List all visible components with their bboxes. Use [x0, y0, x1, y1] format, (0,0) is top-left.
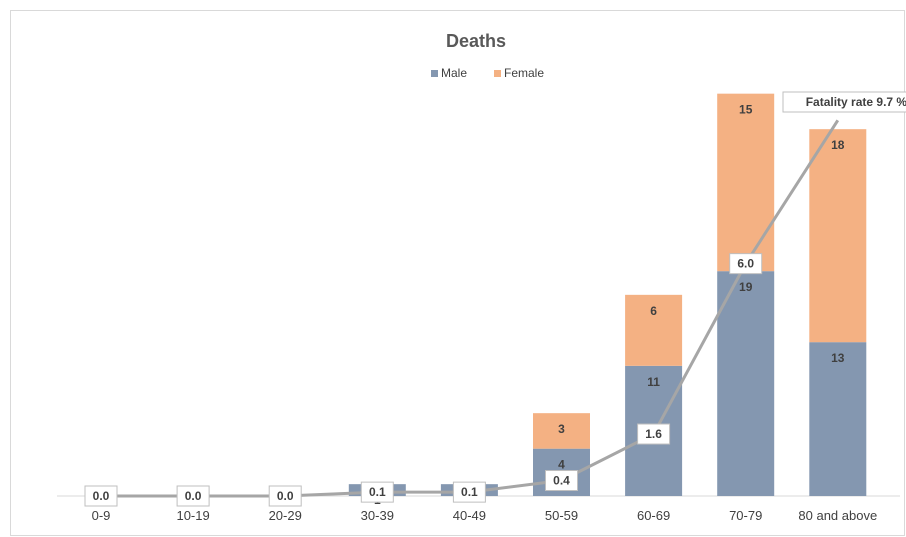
bar-labels-group: 14311619151318: [374, 103, 845, 507]
bar-label-female-80-and-above: 18: [831, 138, 845, 152]
legend-label-female: Female: [504, 66, 544, 80]
fatality-rate-label-text: 0.1: [369, 485, 386, 499]
x-tick-20-29: 20-29: [269, 508, 302, 523]
legend-label-male: Male: [441, 66, 467, 80]
fatality-rate-label-box: [729, 253, 763, 275]
fatality-rate-label-0-9: 0.0: [84, 485, 118, 507]
fatality-rate-label-box: [360, 481, 394, 503]
legend: Male Female: [431, 66, 544, 80]
x-tick-70-79: 70-79: [729, 508, 762, 523]
bar-label-male-60-69: 11: [647, 375, 660, 389]
fatality-rate-label-20-29: 0.0: [268, 485, 302, 507]
bar-female-60-69: [625, 294, 683, 366]
fatality-rate-label-box: [782, 91, 906, 113]
x-tick-10-19: 10-19: [176, 508, 209, 523]
bar-label-female-70-79: 15: [739, 103, 753, 117]
bar-female-80-and-above: [809, 129, 867, 343]
chart-border: [10, 10, 905, 536]
x-tick-labels-group: 0-9 10-19 20-29 30-39 40-49 50-59 60-69 70-79 80…: [92, 508, 878, 523]
x-tick-50-59: 50-59: [545, 508, 578, 523]
bar-female-70-79: [717, 93, 775, 272]
fatality-rate-label-text: Fatality rate 9.7 %: [806, 95, 906, 109]
fatality-rate-label-50-59: 0.4: [545, 470, 578, 492]
fatality-rate-label-box: [545, 470, 578, 492]
fatality-rate-label-40-49: 0.1: [452, 481, 486, 503]
fatality-rate-label-box: [268, 485, 302, 507]
fatality-rate-label-text: 6.0: [737, 257, 754, 271]
fatality-rate-label-box: [84, 485, 118, 507]
x-tick-80-and-above: 80 and above: [798, 508, 877, 523]
fatality-rate-labels-group: 0.0 0.0 0.0 0.1 0.1 0.4 1.6 6.0 Fatality rate 9.…: [84, 91, 906, 507]
x-tick-30-39: 30-39: [361, 508, 394, 523]
fatality-rate-label-10-19: 0.0: [176, 485, 210, 507]
bars-group: [348, 93, 867, 496]
bar-label-male-80-and-above: 13: [831, 351, 845, 365]
fatality-rate-label-70-79: 6.0: [729, 253, 763, 275]
fatality-rate-label-text: 0.0: [185, 489, 202, 503]
bar-label-female-60-69: 6: [650, 304, 657, 318]
bar-label-male-70-79: 19: [739, 280, 753, 294]
x-tick-60-69: 60-69: [637, 508, 670, 523]
bar-female-50-59: [533, 413, 590, 449]
fatality-rate-label-box: [637, 423, 671, 445]
fatality-rate-label-text: 0.1: [461, 485, 478, 499]
fatality-rate-label-text: 1.6: [645, 427, 662, 441]
fatality-rate-label-text: 0.0: [93, 489, 110, 503]
fatality-rate-label-text: 0.4: [553, 474, 570, 488]
chart-title: Deaths: [446, 31, 506, 51]
fatality-rate-label-box: [176, 485, 210, 507]
bar-label-male-50-59: 4: [558, 458, 565, 472]
fatality-rate-label-text: 0.0: [277, 489, 294, 503]
legend-swatch-female: [494, 70, 501, 77]
x-tick-0-9: 0-9: [92, 508, 111, 523]
fatality-rate-label-box: [452, 481, 486, 503]
bar-label-female-50-59: 3: [558, 422, 565, 436]
bar-male-80-and-above: [809, 342, 867, 496]
fatality-rate-label-30-39: 0.1: [360, 481, 394, 503]
fatality-rate-label-80-and-above: Fatality rate 9.7 %: [782, 91, 906, 113]
x-tick-40-49: 40-49: [453, 508, 486, 523]
legend-swatch-male: [431, 70, 438, 77]
bar-male-70-79: [717, 271, 775, 496]
fatality-rate-label-60-69: 1.6: [637, 423, 671, 445]
